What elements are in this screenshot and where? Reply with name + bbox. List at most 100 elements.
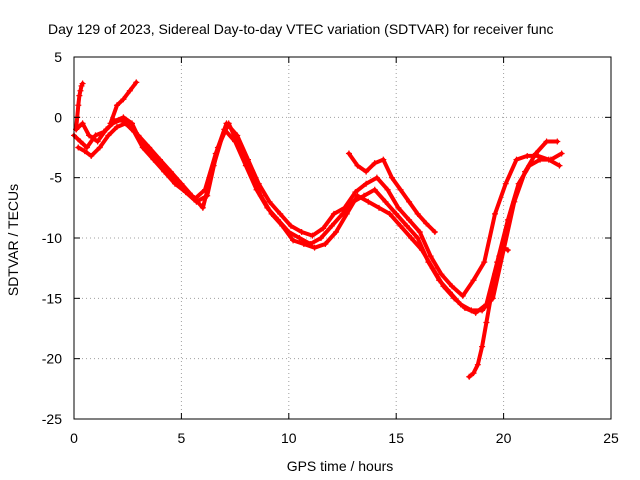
data-point bbox=[244, 156, 251, 163]
data-point bbox=[77, 138, 84, 145]
series-line bbox=[74, 115, 562, 298]
series-track-7 bbox=[107, 79, 140, 127]
data-point bbox=[298, 228, 305, 235]
x-tick-label: 10 bbox=[281, 430, 297, 446]
data-point bbox=[81, 148, 88, 155]
data-point bbox=[311, 244, 318, 251]
data-point bbox=[524, 152, 531, 159]
y-tick-label: 0 bbox=[54, 109, 62, 125]
data-point bbox=[354, 192, 361, 199]
x-tick-label: 5 bbox=[178, 430, 186, 446]
data-point bbox=[234, 132, 241, 139]
data-point bbox=[103, 126, 110, 133]
data-point bbox=[79, 80, 86, 87]
data-point bbox=[318, 235, 325, 241]
x-tick-label: 15 bbox=[388, 430, 404, 446]
data-point bbox=[483, 319, 490, 326]
grid bbox=[74, 57, 611, 419]
data-point bbox=[492, 271, 499, 278]
data-point bbox=[96, 144, 103, 151]
data-point bbox=[504, 216, 511, 223]
data-point bbox=[202, 186, 209, 193]
data-point bbox=[257, 192, 264, 199]
data-point bbox=[212, 150, 219, 157]
data-point bbox=[481, 259, 488, 266]
data-point bbox=[423, 220, 430, 227]
data-point bbox=[416, 228, 423, 235]
data-point bbox=[113, 123, 120, 130]
x-tick-label: 25 bbox=[603, 430, 619, 446]
data-point bbox=[406, 216, 413, 223]
data-point bbox=[268, 210, 275, 217]
data-point bbox=[470, 277, 477, 284]
data-point bbox=[492, 210, 499, 217]
data-point bbox=[120, 96, 127, 103]
data-point bbox=[343, 210, 350, 217]
data-point bbox=[397, 222, 404, 229]
data-point bbox=[76, 92, 83, 99]
series-track-3 bbox=[73, 114, 563, 299]
data-point bbox=[105, 132, 112, 139]
data-point bbox=[449, 283, 456, 290]
data-point bbox=[474, 361, 481, 368]
x-axis-label: GPS time / hours bbox=[287, 458, 394, 474]
data-point bbox=[330, 210, 337, 217]
data-point bbox=[418, 247, 425, 254]
data-point bbox=[534, 152, 541, 159]
data-point bbox=[199, 204, 206, 211]
data-point bbox=[354, 162, 361, 169]
series-line bbox=[467, 245, 510, 379]
data-point bbox=[526, 162, 533, 169]
data-point bbox=[133, 79, 140, 86]
data-point bbox=[376, 204, 383, 211]
data-point bbox=[504, 247, 511, 254]
data-point bbox=[393, 210, 400, 217]
data-point bbox=[341, 204, 348, 211]
data-point bbox=[345, 150, 352, 157]
data-point bbox=[204, 192, 211, 199]
data-point bbox=[79, 120, 86, 127]
data-point bbox=[322, 241, 329, 248]
data-point bbox=[309, 232, 316, 239]
data-point bbox=[180, 186, 187, 193]
data-point bbox=[496, 253, 503, 260]
y-tick-label: -5 bbox=[50, 170, 63, 186]
data-point bbox=[403, 222, 410, 229]
data-point bbox=[408, 235, 415, 241]
data-point bbox=[77, 87, 84, 94]
x-tick-label: 20 bbox=[496, 430, 512, 446]
data-point bbox=[320, 225, 327, 232]
data-point bbox=[373, 174, 380, 181]
data-point bbox=[296, 235, 303, 241]
data-point bbox=[459, 292, 466, 299]
data-point bbox=[470, 370, 477, 377]
data-point bbox=[148, 150, 155, 157]
data-point bbox=[472, 309, 479, 316]
data-point bbox=[554, 138, 561, 145]
data-point bbox=[266, 198, 273, 205]
data-point bbox=[406, 198, 413, 205]
series-track-4 bbox=[345, 150, 438, 235]
data-point bbox=[92, 132, 99, 139]
data-point bbox=[75, 102, 82, 109]
data-point bbox=[556, 162, 563, 169]
data-point bbox=[397, 186, 404, 193]
data-point bbox=[479, 343, 486, 350]
data-point bbox=[388, 174, 395, 181]
data-point bbox=[300, 241, 307, 248]
data-point bbox=[513, 156, 520, 163]
data-point bbox=[429, 265, 436, 272]
data-point bbox=[333, 228, 340, 235]
y-tick-label: -25 bbox=[42, 411, 62, 427]
data-point bbox=[279, 222, 286, 229]
data-point bbox=[515, 180, 522, 187]
data-point bbox=[543, 138, 550, 145]
series-layer bbox=[71, 79, 565, 380]
data-point bbox=[386, 210, 393, 217]
data-point bbox=[94, 138, 101, 145]
data-point bbox=[427, 253, 434, 260]
data-point bbox=[159, 162, 166, 169]
data-point bbox=[500, 244, 507, 251]
data-point bbox=[414, 210, 421, 217]
